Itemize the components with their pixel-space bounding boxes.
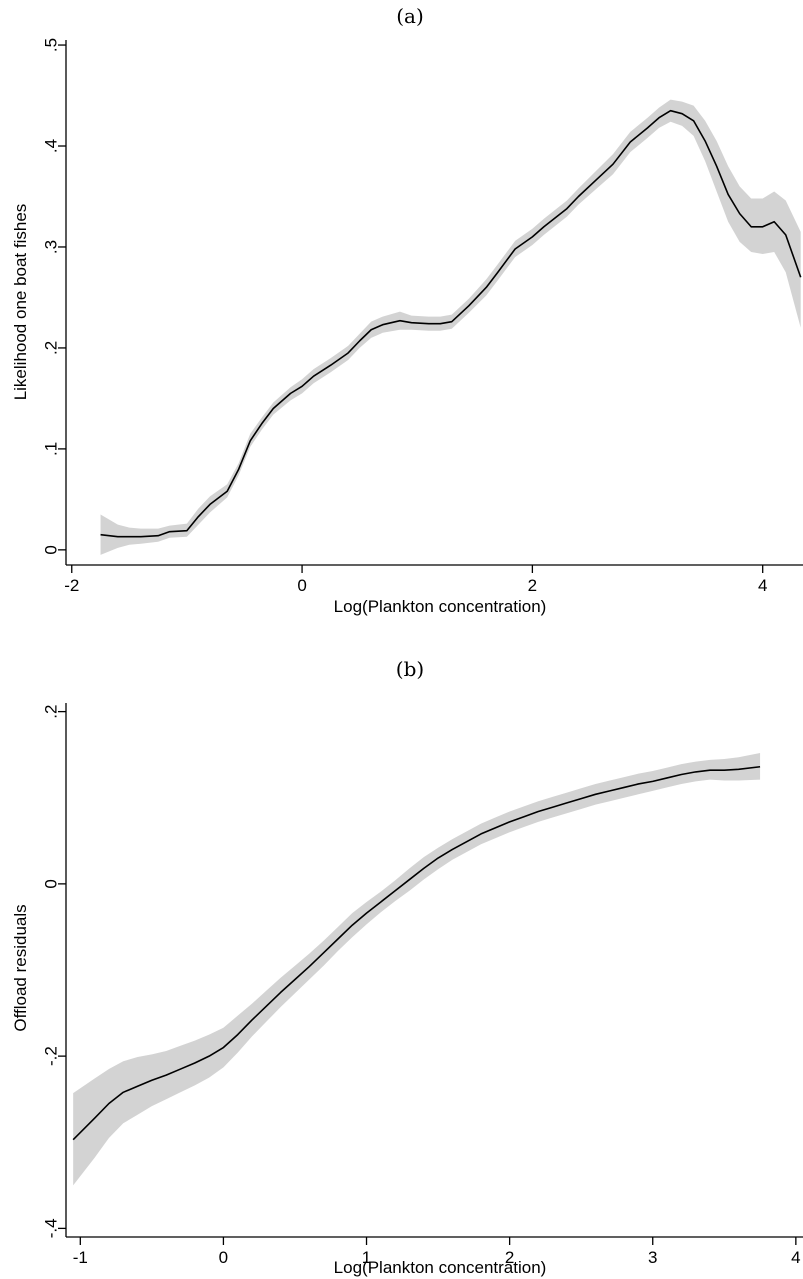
panel-a-x-ticks: -2 0 2 4 (64, 565, 767, 595)
panel-a-confidence-band (100, 99, 801, 555)
panel-a-x-tick-label: 2 (528, 576, 537, 595)
panel-b-x-tick-label: 3 (648, 1248, 657, 1267)
panel-b-series-line (72, 765, 761, 1141)
panel-b-x-tick-label: 2 (505, 1248, 514, 1267)
panel-b-y-tick-label: -.2 (41, 1046, 60, 1066)
panel-a-x-tick-label: -2 (64, 576, 79, 595)
panel-a-y-tick-label: .2 (41, 341, 60, 355)
panel-b-x-tick-label: 1 (362, 1248, 371, 1267)
panel-b-x-ticks: -1 0 1 2 3 4 (73, 1237, 801, 1267)
panel-b-y-axis-title: Offload residuals (11, 904, 30, 1031)
panel-a-y-tick-label: 0 (41, 545, 60, 554)
panel-a: (a) 0 .1 .2 .3 .4 .5 -2 0 2 4 Log(Plankton conce… (11, 4, 803, 616)
panel-a-x-tick-label: 4 (758, 576, 767, 595)
panel-b-y-tick-label: 0 (41, 879, 60, 888)
panel-b-y-tick-label: -.4 (41, 1218, 60, 1238)
panel-a-y-axis-title: Likelihood one boat fishes (11, 204, 30, 401)
panel-a-y-tick-label: .1 (41, 442, 60, 456)
panel-a-y-tick-label: .3 (41, 240, 60, 254)
panel-b-y-ticks: -.4 -.2 0 .2 (41, 705, 66, 1238)
panel-b-label: (b) (396, 657, 424, 681)
panel-b-x-tick-label: -1 (73, 1248, 88, 1267)
panel-b: (b) -.4 -.2 0 .2 -1 0 1 2 3 4 Log(Plankton conce… (11, 657, 803, 1277)
panel-a-series-line (100, 109, 802, 538)
panel-a-x-axis-title: Log(Plankton concentration) (334, 597, 547, 616)
panel-a-y-ticks: 0 .1 .2 .3 .4 .5 (41, 38, 66, 555)
panel-b-x-tick-label: 4 (791, 1248, 800, 1267)
panel-a-y-tick-label: .5 (41, 38, 60, 52)
panel-b-confidence-band (73, 752, 761, 1186)
panel-b-x-tick-label: 0 (219, 1248, 228, 1267)
panel-a-label: (a) (396, 4, 424, 28)
panel-b-y-tick-label: .2 (41, 705, 60, 719)
panel-a-x-tick-label: 0 (297, 576, 306, 595)
panel-a-y-tick-label: .4 (41, 139, 60, 153)
panel-b-x-axis-title: Log(Plankton concentration) (334, 1258, 547, 1277)
